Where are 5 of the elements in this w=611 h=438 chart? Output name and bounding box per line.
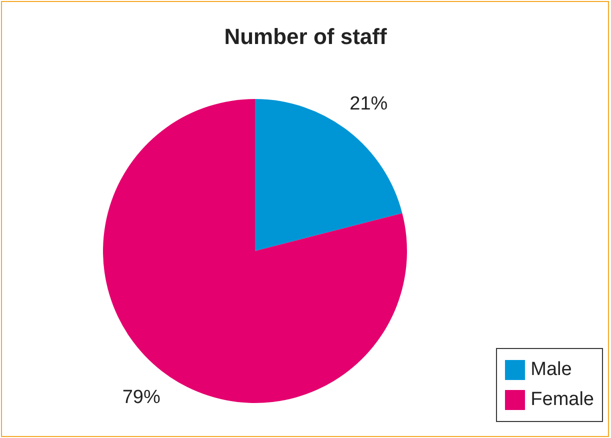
data-label: 21% [350, 94, 388, 115]
chart-title: Number of staff [223, 24, 388, 50]
legend-label: Female [530, 389, 594, 411]
data-label: 79% [122, 386, 160, 408]
legend-label: Male [530, 359, 572, 381]
